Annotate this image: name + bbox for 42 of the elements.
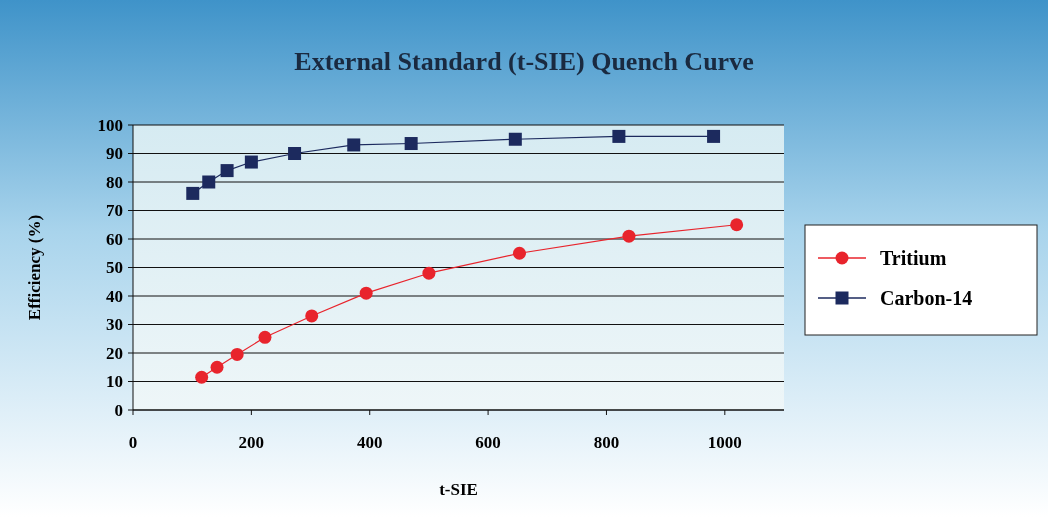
point — [202, 175, 216, 189]
point — [305, 309, 319, 323]
y-tick-label: 30 — [106, 315, 123, 335]
y-tick-label: 100 — [97, 115, 123, 135]
y-tick-label: 80 — [106, 172, 123, 192]
x-tick-label: 600 — [475, 433, 501, 452]
point — [622, 229, 636, 243]
y-axis-title: Efficiency (%) — [25, 214, 44, 321]
point — [508, 132, 522, 146]
x-tick-label: 800 — [593, 433, 620, 452]
point — [230, 347, 244, 361]
x-tick-label: 400 — [356, 433, 383, 452]
point — [186, 186, 200, 200]
point — [730, 218, 744, 232]
legend-label: Tritium — [880, 247, 947, 269]
point — [288, 147, 302, 160]
y-tick-label: 10 — [106, 372, 123, 392]
x-tick-label: 200 — [238, 433, 265, 452]
point — [244, 155, 258, 169]
y-tick-label: 40 — [106, 286, 123, 306]
x-tick-label: 0 — [128, 433, 138, 452]
point — [404, 137, 418, 151]
y-tick-label: 60 — [106, 229, 123, 249]
x-tick-label: 1000 — [707, 433, 742, 452]
y-tick-label: 50 — [106, 258, 123, 278]
y-tick-label: 70 — [106, 201, 123, 221]
point — [220, 164, 234, 178]
y-tick-label: 90 — [106, 144, 123, 164]
x-axis-title: t-SIE — [439, 480, 478, 499]
point — [512, 246, 526, 260]
point — [707, 129, 721, 143]
point — [195, 370, 209, 384]
legend-label: Carbon-14 — [880, 287, 973, 309]
point — [422, 266, 436, 280]
y-tick-label: 0 — [114, 400, 123, 420]
point — [359, 286, 373, 300]
point — [258, 330, 272, 344]
point — [210, 360, 224, 374]
point — [347, 138, 361, 152]
y-tick-label: 20 — [106, 343, 123, 363]
chart-title: External Standard (t-SIE) Quench Curve — [294, 47, 754, 76]
point — [612, 129, 626, 143]
